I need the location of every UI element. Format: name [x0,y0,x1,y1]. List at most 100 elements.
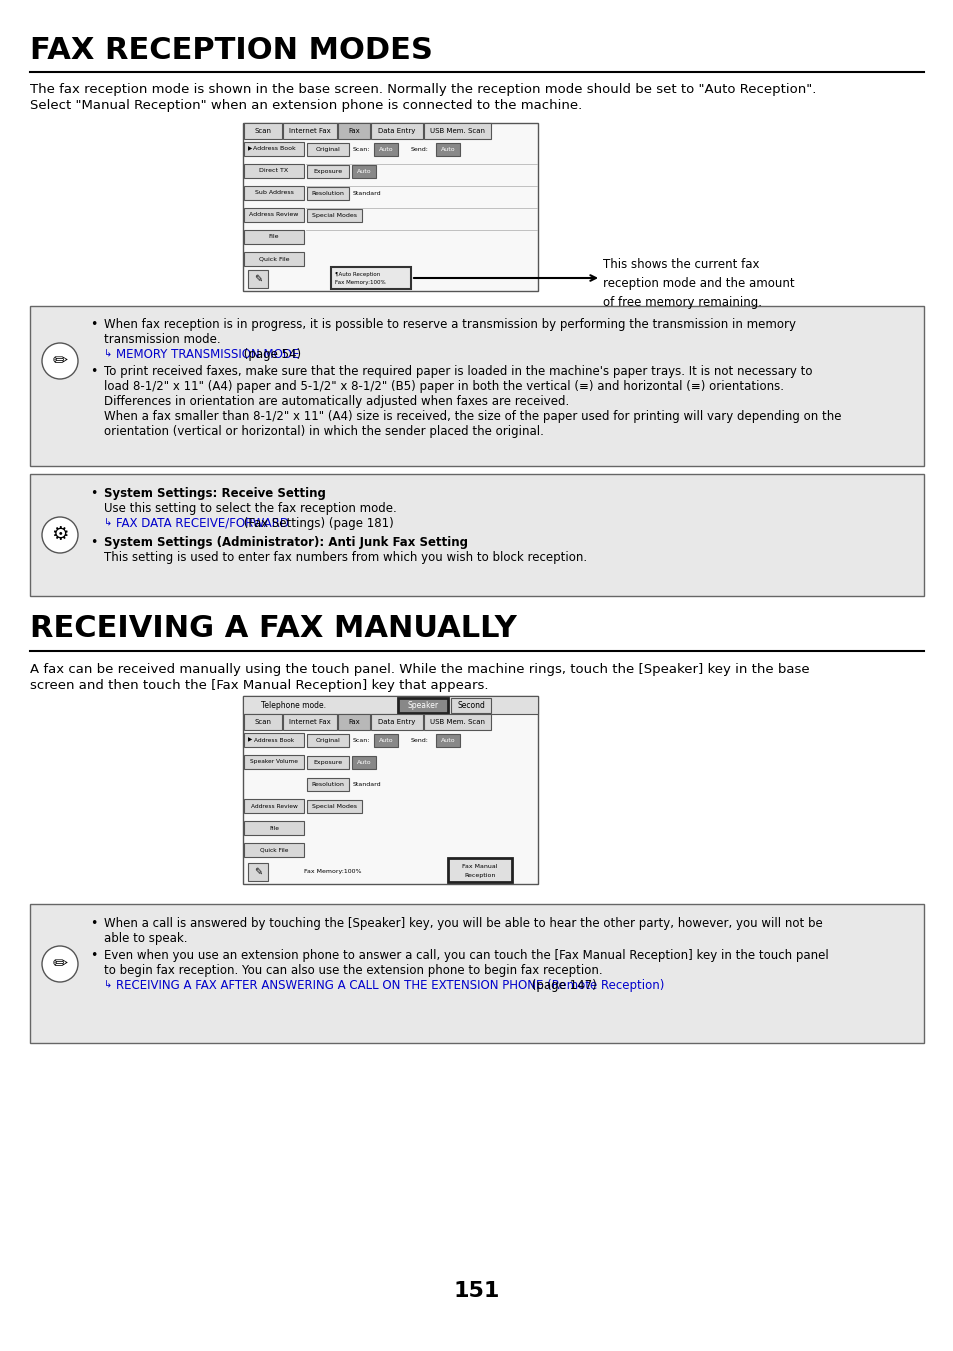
Text: Reception: Reception [464,873,496,878]
Bar [374,143,397,155]
Text: 151: 151 [454,1281,499,1301]
Text: Scan: Scan [254,719,272,725]
Text: Sub Address: Sub Address [254,190,294,196]
Text: ✏: ✏ [52,353,68,370]
Bar [244,208,304,222]
Bar [244,713,282,730]
Text: File: File [269,825,278,831]
Bar [397,698,448,713]
Text: RECEIVING A FAX AFTER ANSWERING A CALL ON THE EXTENSION PHONE (Remote Reception): RECEIVING A FAX AFTER ANSWERING A CALL O… [116,979,663,992]
Text: Scan: Scan [254,128,272,134]
Bar [352,165,375,178]
Circle shape [42,517,78,553]
Text: ↳: ↳ [104,517,115,527]
Bar [423,123,491,139]
Text: Exposure: Exposure [314,761,342,765]
Text: Exposure: Exposure [314,169,342,174]
Bar [331,267,411,289]
Text: Speaker Volume: Speaker Volume [250,759,297,765]
Text: This setting is used to enter fax numbers from which you wish to block reception: This setting is used to enter fax number… [104,551,586,563]
Text: ✎: ✎ [253,867,262,877]
Bar [244,734,304,747]
Text: •: • [90,365,97,378]
Text: Address Book: Address Book [253,738,294,743]
Text: ¶Auto Reception: ¶Auto Reception [335,272,380,277]
Text: Resolution: Resolution [312,782,344,788]
Text: Quick File: Quick File [259,847,288,852]
Text: USB Mem. Scan: USB Mem. Scan [430,128,484,134]
Text: Address Review: Address Review [251,804,297,808]
Bar [244,123,282,139]
Text: Scan:: Scan: [353,147,370,153]
Bar [451,698,491,713]
Text: Fax: Fax [348,719,359,725]
Text: Internet Fax: Internet Fax [289,719,331,725]
Text: Internet Fax: Internet Fax [289,128,331,134]
Text: Fax: Fax [348,128,359,134]
Text: System Settings (Administrator): Anti Junk Fax Setting: System Settings (Administrator): Anti Ju… [104,536,468,549]
Bar [307,800,361,813]
Text: Direct TX: Direct TX [259,169,288,173]
Text: This shows the current fax
reception mode and the amount
of free memory remainin: This shows the current fax reception mod… [602,258,794,309]
Text: The fax reception mode is shown in the base screen. Normally the reception mode : The fax reception mode is shown in the b… [30,82,816,96]
Bar [30,474,923,596]
Text: (Fax Settings) (page 181): (Fax Settings) (page 181) [239,517,393,530]
Text: screen and then touch the [Fax Manual Reception] key that appears.: screen and then touch the [Fax Manual Re… [30,680,488,692]
Bar [244,798,304,813]
Text: FAX DATA RECEIVE/FORWARD: FAX DATA RECEIVE/FORWARD [116,517,289,530]
Text: to begin fax reception. You can also use the extension phone to begin fax recept: to begin fax reception. You can also use… [104,965,602,977]
Bar [307,778,349,790]
Bar [244,755,304,769]
Bar [307,757,349,769]
Text: •: • [90,317,97,331]
Bar [337,123,370,139]
Text: Address Review: Address Review [249,212,298,218]
Text: ▶: ▶ [248,146,252,151]
Text: Standard: Standard [353,190,381,196]
Text: Second: Second [456,701,484,711]
Text: (page 147): (page 147) [527,979,597,992]
Text: Standard: Standard [353,782,381,788]
Text: orientation (vertical or horizontal) in which the sender placed the original.: orientation (vertical or horizontal) in … [104,426,543,438]
Text: load 8-1/2" x 11" (A4) paper and 5-1/2" x 8-1/2" (B5) paper in both the vertical: load 8-1/2" x 11" (A4) paper and 5-1/2" … [104,380,783,393]
Text: USB Mem. Scan: USB Mem. Scan [430,719,484,725]
Bar [243,696,537,713]
Text: ✎: ✎ [253,274,262,284]
Bar [283,123,336,139]
Text: able to speak.: able to speak. [104,932,188,944]
Text: (page 54): (page 54) [239,349,300,361]
Text: ▶: ▶ [248,738,252,743]
Circle shape [42,343,78,380]
Text: FAX RECEPTION MODES: FAX RECEPTION MODES [30,36,433,65]
Text: •: • [90,917,97,929]
Text: RECEIVING A FAX MANUALLY: RECEIVING A FAX MANUALLY [30,613,517,643]
Text: A fax can be received manually using the touch panel. While the machine rings, t: A fax can be received manually using the… [30,663,809,676]
Text: Auto: Auto [378,738,393,743]
Text: ⚙: ⚙ [51,526,69,544]
Text: Auto: Auto [378,147,393,153]
Text: Scan:: Scan: [353,738,370,743]
Text: •: • [90,486,97,500]
Bar [307,143,349,155]
Text: Data Entry: Data Entry [378,719,416,725]
Bar [244,142,304,155]
Text: Send:: Send: [411,147,429,153]
Bar [436,143,459,155]
Bar [283,713,336,730]
Text: Quick File: Quick File [258,257,289,262]
Text: Original: Original [315,147,340,153]
Text: Fax Memory:100%: Fax Memory:100% [335,280,385,285]
Text: MEMORY TRANSMISSION MODE: MEMORY TRANSMISSION MODE [116,349,299,361]
Text: Special Modes: Special Modes [313,213,357,218]
Bar [371,713,422,730]
Text: Fax Memory:100%: Fax Memory:100% [304,870,361,874]
Bar [307,165,349,178]
Text: ↳: ↳ [104,349,115,358]
Bar [371,123,422,139]
Text: transmission mode.: transmission mode. [104,332,220,346]
Text: Resolution: Resolution [312,190,344,196]
Bar [30,904,923,1043]
Text: To print received faxes, make sure that the required paper is loaded in the mach: To print received faxes, make sure that … [104,365,812,378]
Text: Telephone mode.: Telephone mode. [261,701,326,709]
Text: Fax Manual: Fax Manual [462,863,497,869]
